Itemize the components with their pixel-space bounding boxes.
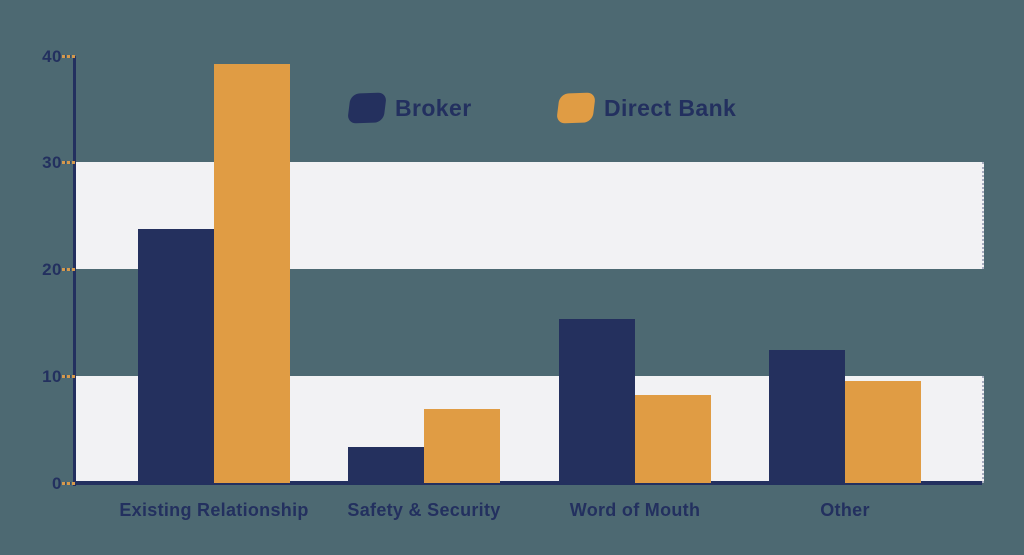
bar-broker-existing-relationship xyxy=(138,228,214,483)
y-tick-label-20: 20 xyxy=(42,260,62,280)
y-tick-dash-30 xyxy=(62,161,75,165)
y-tick-label-30: 30 xyxy=(42,153,62,173)
y-tick-dash-40 xyxy=(62,54,75,58)
bar-direct-bank-safety-security xyxy=(424,409,500,483)
legend-item-broker: Broker xyxy=(347,92,472,124)
direct-bank-swatch-icon xyxy=(556,92,596,124)
x-axis-label-safety-security: Safety & Security xyxy=(347,500,501,520)
y-tick-dash-0 xyxy=(62,482,75,485)
y-tick-dash-20 xyxy=(62,268,75,272)
bar-broker-other xyxy=(769,350,845,483)
legend-label-direct-bank: Direct Bank xyxy=(604,94,737,121)
y-tick-label-40: 40 xyxy=(42,46,62,66)
y-tick-dash-10 xyxy=(62,375,75,379)
broker-swatch-icon xyxy=(347,92,387,124)
bar-direct-bank-word-of-mouth xyxy=(635,395,711,483)
x-axis-line xyxy=(75,481,982,485)
legend-label-broker: Broker xyxy=(395,94,472,121)
x-axis-label-other: Other xyxy=(820,500,870,520)
x-axis-label-word-of-mouth: Word of Mouth xyxy=(569,500,701,520)
y-tick-label-0: 0 xyxy=(52,474,62,493)
bar-broker-safety-security xyxy=(348,446,424,483)
bar-broker-word-of-mouth xyxy=(559,319,635,483)
bar-direct-bank-existing-relationship xyxy=(214,64,290,483)
bar-direct-bank-other xyxy=(845,381,921,483)
legend-item-direct-bank: Direct Bank xyxy=(556,92,737,124)
y-tick-label-10: 10 xyxy=(42,367,62,387)
x-axis-label-existing-relationship: Existing Relationship xyxy=(119,500,309,520)
